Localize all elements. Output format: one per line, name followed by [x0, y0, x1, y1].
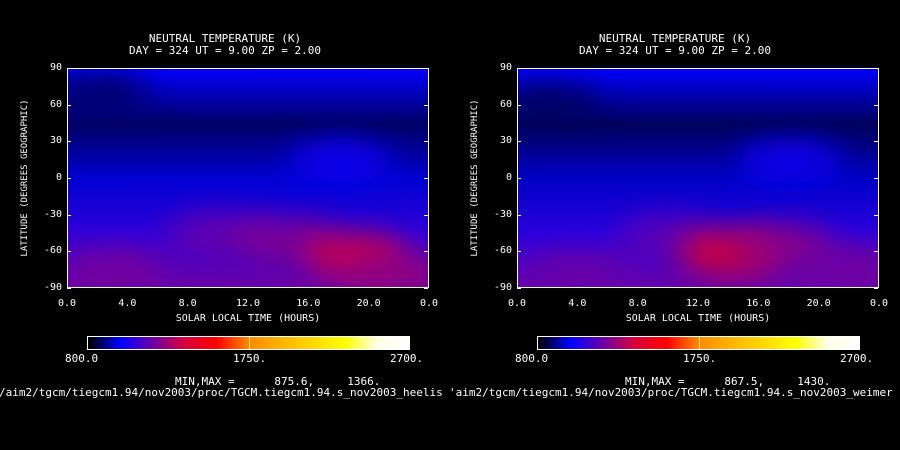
file-path-text: /aim2/tgcm/tiegcm1.94/nov2003/proc/TGCM.…: [0, 386, 443, 399]
y-tick-mark: [517, 178, 521, 179]
min-max-label: MIN,MAX =: [625, 375, 685, 388]
max-value: 1366.: [347, 375, 381, 388]
chart-title: NEUTRAL TEMPERATURE (K): [148, 32, 302, 45]
y-tick-label: -60: [43, 245, 62, 257]
colorbar-mid-tick: [249, 336, 250, 350]
y-tick-mark: [874, 288, 878, 289]
colorbar-mid-label: 1750.: [683, 352, 717, 365]
heatmap-hotspot: [68, 248, 166, 287]
y-axis-label: LATITUDE (DEGREES GEOGRAPHIC): [470, 99, 480, 257]
y-tick-mark: [517, 214, 521, 216]
heatmap-hotspot: [287, 138, 392, 183]
max-value: 1430.: [797, 375, 831, 388]
y-tick-mark: [67, 104, 71, 106]
x-tick-label: 20.0: [356, 298, 381, 309]
chart-subtitle: DAY = 324 UT = 9.00 ZP = 2.00: [128, 44, 322, 57]
x-tick-label: 16.0: [746, 298, 771, 309]
x-tick-label: 0.0: [419, 298, 439, 309]
y-tick-mark: [67, 288, 71, 289]
y-tick-mark: [517, 104, 521, 106]
x-tick-label: 0.0: [57, 298, 77, 309]
y-tick-mark: [424, 104, 428, 106]
colorbar: [537, 336, 860, 350]
y-tick-label: 60: [499, 98, 512, 110]
y-tick-mark: [67, 251, 71, 253]
y-tick-mark: [67, 214, 71, 216]
y-tick-mark: [424, 214, 428, 216]
y-tick-mark: [517, 251, 521, 253]
y-tick-mark: [874, 214, 878, 216]
min-max-readout: MIN,MAX = 875.6, 1366.: [175, 375, 380, 388]
y-tick-label: 60: [49, 98, 62, 110]
y-tick-mark: [67, 141, 71, 143]
x-tick-label: 12.0: [235, 298, 261, 309]
y-tick-mark: [424, 141, 428, 143]
y-tick-label: 0: [55, 172, 62, 183]
colorbar-max-label: 2700.: [840, 352, 874, 365]
y-tick-mark: [874, 104, 878, 106]
colorbar-mid-label: 1750.: [233, 352, 267, 365]
heatmap-hotspot: [347, 252, 428, 287]
chart-title: NEUTRAL TEMPERATURE (K): [598, 32, 752, 45]
x-tick-label: 20.0: [806, 298, 831, 309]
colorbar-min-label: 800.0: [65, 352, 99, 365]
heatmap-svg: [518, 69, 878, 287]
heatmap-plot-area: [67, 68, 429, 288]
heatmap-hotspot: [68, 71, 151, 116]
right-chart-panel: NEUTRAL TEMPERATURE (K) DAY = 324 UT = 9…: [449, 0, 900, 450]
heatmap-svg: [68, 69, 428, 287]
y-tick-mark: [874, 68, 878, 69]
x-tick-label: 8.0: [178, 298, 197, 309]
min-value: 875.6,: [274, 375, 315, 388]
y-tick-mark: [874, 141, 878, 143]
y-tick-mark: [67, 68, 71, 69]
y-tick-mark: [424, 178, 428, 179]
y-tick-mark: [424, 68, 428, 69]
min-max-readout: MIN,MAX = 867.5, 1430.: [625, 375, 830, 388]
chart-subtitle: DAY = 324 UT = 9.00 ZP = 2.00: [578, 44, 772, 57]
y-tick-mark: [517, 288, 521, 289]
x-tick-label: 12.0: [685, 298, 711, 309]
left-chart-panel: NEUTRAL TEMPERATURE (K) DAY = 324 UT = 9…: [0, 32, 443, 400]
min-max-label: MIN,MAX =: [175, 375, 235, 388]
colorbar: [87, 336, 410, 350]
y-tick-mark: [517, 68, 521, 69]
y-tick-mark: [424, 251, 428, 253]
y-tick-label: 90: [499, 62, 512, 73]
colorbar-min-label: 800.0: [515, 352, 549, 365]
file-path-text: 'aim2/tgcm/tiegcm1.94/nov2003/proc/TGCM.…: [449, 386, 893, 399]
y-tick-label: 30: [49, 135, 62, 147]
y-tick-label: -30: [493, 208, 512, 220]
y-tick-label: -60: [493, 245, 512, 257]
y-tick-label: -30: [43, 208, 62, 220]
y-tick-mark: [517, 141, 521, 143]
heatmap-hotspot: [526, 252, 631, 287]
y-tick-label: -90: [493, 282, 512, 293]
y-tick-label: 90: [49, 62, 62, 73]
x-tick-label: 4.0: [118, 298, 137, 309]
y-tick-label: 0: [505, 172, 512, 183]
x-tick-label: 8.0: [628, 298, 647, 309]
y-tick-mark: [874, 178, 878, 179]
x-tick-label: 0.0: [869, 298, 889, 309]
min-value: 867.5,: [724, 375, 765, 388]
y-axis-label: LATITUDE (DEGREES GEOGRAPHIC): [20, 99, 30, 257]
y-tick-mark: [424, 288, 428, 289]
heatmap-hotspot: [518, 83, 601, 128]
x-tick-label: 16.0: [296, 298, 321, 309]
y-tick-label: 30: [499, 135, 512, 147]
x-axis-label: SOLAR LOCAL TIME (HOURS): [625, 313, 771, 324]
x-axis-label: SOLAR LOCAL TIME (HOURS): [175, 313, 321, 324]
colorbar-mid-tick: [699, 336, 700, 350]
heatmap-hotspot: [737, 138, 842, 183]
y-tick-mark: [67, 178, 71, 179]
heatmap-hotspot: [797, 245, 878, 287]
heatmap-plot-area: [517, 68, 879, 288]
y-tick-label: -90: [43, 282, 62, 293]
x-tick-label: 0.0: [507, 298, 527, 309]
colorbar-max-label: 2700.: [390, 352, 424, 365]
x-tick-label: 4.0: [568, 298, 587, 309]
y-tick-mark: [874, 251, 878, 253]
